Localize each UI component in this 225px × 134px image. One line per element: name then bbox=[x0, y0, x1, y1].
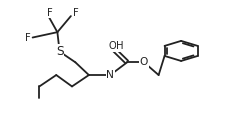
Text: O: O bbox=[108, 41, 116, 51]
Text: N: N bbox=[106, 70, 114, 80]
Text: F: F bbox=[25, 33, 31, 42]
Text: F: F bbox=[73, 8, 79, 18]
Text: F: F bbox=[47, 8, 52, 18]
Text: H: H bbox=[116, 41, 124, 51]
Text: O: O bbox=[140, 57, 148, 67]
Text: S: S bbox=[56, 45, 63, 58]
